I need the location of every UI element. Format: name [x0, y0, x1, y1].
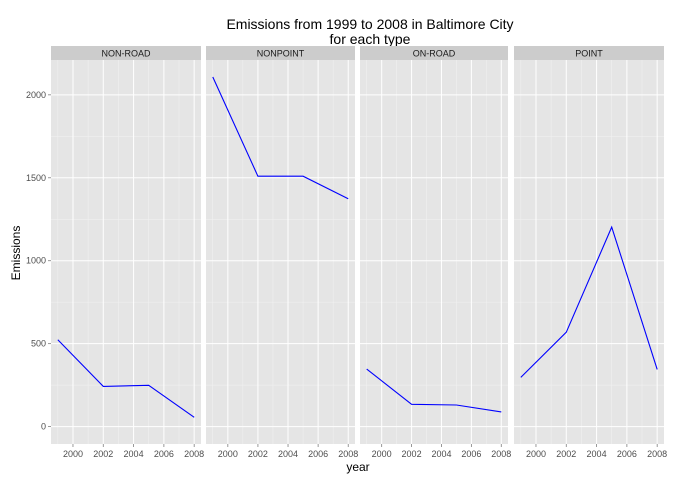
x-tick-label: 2004 [587, 449, 607, 459]
x-tick-label: 2000 [372, 449, 392, 459]
panel-background [51, 60, 201, 444]
facet-strip-label: POINT [575, 49, 603, 59]
x-tick-label: 2000 [63, 449, 83, 459]
x-tick-label: 2002 [248, 449, 268, 459]
x-tick-label: 2002 [402, 449, 422, 459]
plot-area: NON-ROAD 2000 2002 2004 2006 2008 0 500 1000 1500… [26, 46, 667, 459]
series-line-non-road [57, 339, 195, 418]
x-tick-label: 2000 [218, 449, 238, 459]
y-tick-label: 500 [31, 339, 46, 349]
facet-strip [514, 46, 664, 60]
facet-strip [206, 46, 355, 60]
x-tick-label: 2004 [278, 449, 298, 459]
panel-background [360, 60, 508, 444]
panel-background [206, 60, 355, 444]
y-axis-title: Emissions [9, 226, 23, 281]
facet-strip-label: ON-ROAD [413, 49, 456, 59]
facet-strip-label: NON-ROAD [102, 49, 151, 59]
series-line-point [520, 225, 658, 378]
x-tick-label: 2004 [124, 449, 144, 459]
facet-strip [360, 46, 508, 60]
x-tick-label: 2002 [556, 449, 576, 459]
chart-title: Emissions from 1999 to 2008 in Baltimore… [226, 16, 513, 32]
chart-subtitle: for each type [330, 31, 411, 47]
x-tick-label: 2006 [308, 449, 328, 459]
x-tick-label: 2006 [461, 449, 481, 459]
y-tick-label: 0 [41, 422, 46, 432]
x-tick-label: 2008 [491, 449, 511, 459]
x-tick-label: 2000 [526, 449, 546, 459]
x-tick-label: 2008 [338, 449, 358, 459]
y-tick-label: 1000 [26, 256, 46, 266]
facet-nonpoint: NONPOINT 2000 2002 2004 2006 2008 [206, 46, 358, 459]
x-tick-label: 2004 [431, 449, 451, 459]
y-tick-label: 2000 [26, 90, 46, 100]
x-tick-label: 2008 [184, 449, 204, 459]
panel-background [514, 60, 664, 444]
facet-non-road: NON-ROAD 2000 2002 2004 2006 2008 0 500 1000 1500… [26, 46, 204, 459]
x-tick-label: 2008 [647, 449, 667, 459]
facet-strip-label: NONPOINT [257, 49, 305, 59]
series-line-nonpoint [212, 76, 349, 200]
facet-strip [51, 46, 201, 60]
x-tick-label: 2006 [154, 449, 174, 459]
facet-point: POINT 2000 2002 2004 2006 2008 [514, 46, 667, 459]
x-tick-label: 2006 [617, 449, 637, 459]
facet-on-road: ON-ROAD 2000 2002 2004 2006 2008 [360, 46, 511, 459]
y-tick-label: 1500 [26, 173, 46, 183]
x-axis-title: year [346, 460, 369, 474]
series-line-on-road [366, 368, 502, 413]
x-tick-label: 2002 [93, 449, 113, 459]
